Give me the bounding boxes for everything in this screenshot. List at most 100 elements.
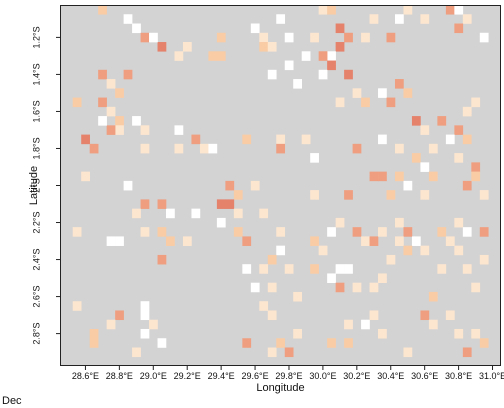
heatmap-cell <box>327 5 336 15</box>
heatmap-cell <box>411 236 421 246</box>
heatmap-cell <box>361 236 370 246</box>
heatmap-cell <box>310 153 319 163</box>
x-tick-label: 28.8°E <box>106 371 133 381</box>
heatmap-cell <box>191 208 201 219</box>
heatmap-cell <box>140 301 150 311</box>
heatmap-cell <box>115 310 124 321</box>
heatmap-cell <box>140 199 150 209</box>
heatmap-cell <box>454 23 464 34</box>
heatmap-cell <box>318 245 328 256</box>
heatmap-cell <box>242 338 252 348</box>
heatmap-cell <box>437 116 447 126</box>
heatmap-cell <box>259 264 269 274</box>
plot-background <box>60 5 501 366</box>
y-axis-ticks: 1.2°S 1.4°S 1.6°S 1.8°S 2°S 2.2°S 2.4°S 2.6°S 2.… <box>31 26 60 345</box>
heatmap-cell <box>115 236 124 246</box>
x-tick-label: 29.6°E <box>241 371 268 381</box>
heatmap-cell <box>369 282 379 293</box>
heatmap-cell <box>259 208 269 219</box>
heatmap-cell <box>310 32 319 43</box>
x-tick-label: 30.4°E <box>377 371 404 381</box>
cells-layer <box>72 5 489 358</box>
heatmap-cell <box>327 273 336 283</box>
x-axis-ticks: 28.6°E 28.8°E 29.0°E 29.2°E 29.4°E 29.6°E 29.8… <box>72 366 504 381</box>
heatmap-cell <box>276 143 286 154</box>
heatmap-cell <box>471 97 481 108</box>
heatmap-cell <box>462 347 472 358</box>
heatmap-cell <box>403 88 413 98</box>
heatmap-cell <box>242 236 252 246</box>
heatmap-cell <box>106 106 116 117</box>
heatmap-cell <box>157 254 167 265</box>
heatmap-cell <box>394 236 404 246</box>
heatmap-cell <box>479 32 489 43</box>
heatmap-cell <box>352 143 362 154</box>
heatmap-cell <box>361 97 370 108</box>
heatmap-cell <box>182 236 192 246</box>
heatmap-cell <box>157 42 167 52</box>
heatmap-cell <box>301 134 311 145</box>
heatmap-cell <box>428 319 438 330</box>
y-tick-label: 2.8°S <box>31 323 41 345</box>
heatmap-cell <box>89 328 99 339</box>
heatmap-cell <box>428 291 438 302</box>
heatmap-cell <box>445 134 455 145</box>
heatmap-cell <box>276 14 286 24</box>
heatmap-cell <box>361 32 370 43</box>
heatmap-cell <box>284 32 294 43</box>
heatmap-cell <box>115 88 124 98</box>
heatmap-cell <box>479 227 489 237</box>
heatmap-cell <box>242 134 252 145</box>
heatmap-cell <box>149 319 158 330</box>
heatmap-cell <box>250 180 260 191</box>
heatmap-cell <box>403 245 413 256</box>
heatmap-cell <box>369 14 379 24</box>
heatmap-cell <box>233 227 243 237</box>
heatmap-cell <box>369 171 379 182</box>
heatmap-cell <box>352 282 362 293</box>
heatmap-cell <box>471 328 481 339</box>
heatmap-cell <box>369 236 379 246</box>
heatmap-cell <box>225 180 235 191</box>
heatmap-cell <box>344 69 353 80</box>
heatmap-cell <box>140 143 150 154</box>
heatmap-cell <box>378 171 387 182</box>
x-tick-label: 30.6°E <box>411 371 438 381</box>
heatmap-cell <box>199 143 209 154</box>
heatmap-cell <box>132 23 141 34</box>
heatmap-cell <box>420 162 430 172</box>
heatmap-cell <box>479 190 489 200</box>
y-tick-label: 2.4°S <box>31 248 41 270</box>
heatmap-cell <box>123 180 133 191</box>
heatmap-cell <box>310 264 319 274</box>
heatmap-cell <box>394 143 404 154</box>
heatmap-cell <box>471 162 481 172</box>
heatmap-cell <box>106 319 116 330</box>
heatmap-cell <box>81 171 90 182</box>
y-tick-label: 1.4°S <box>31 63 41 85</box>
heatmap-cell <box>344 338 353 348</box>
heatmap-cell <box>157 227 167 237</box>
heatmap-cell <box>259 32 269 43</box>
x-tick-label: 30.0°E <box>309 371 336 381</box>
heatmap-cell <box>378 273 387 283</box>
heatmap-cell <box>216 217 226 228</box>
heatmap-cell <box>344 190 353 200</box>
heatmap-cell <box>115 116 124 126</box>
heatmap-cell <box>276 227 286 237</box>
heatmap-cell <box>242 264 252 274</box>
heatmap-cell <box>420 14 430 24</box>
x-axis-title: Longitude <box>256 382 304 394</box>
heatmap-cell <box>106 79 116 89</box>
heatmap-cell <box>267 254 277 265</box>
heatmap-cell <box>437 227 447 237</box>
heatmap-cell <box>335 23 345 34</box>
heatmap-cell <box>454 245 464 256</box>
x-tick-label: 28.6°E <box>72 371 99 381</box>
heatmap-cell <box>140 32 150 43</box>
heatmap-cell <box>420 245 430 256</box>
heatmap-cell <box>344 32 353 43</box>
heatmap-cell <box>378 328 387 339</box>
heatmap-cell <box>386 97 396 108</box>
heatmap-cell <box>335 42 345 52</box>
